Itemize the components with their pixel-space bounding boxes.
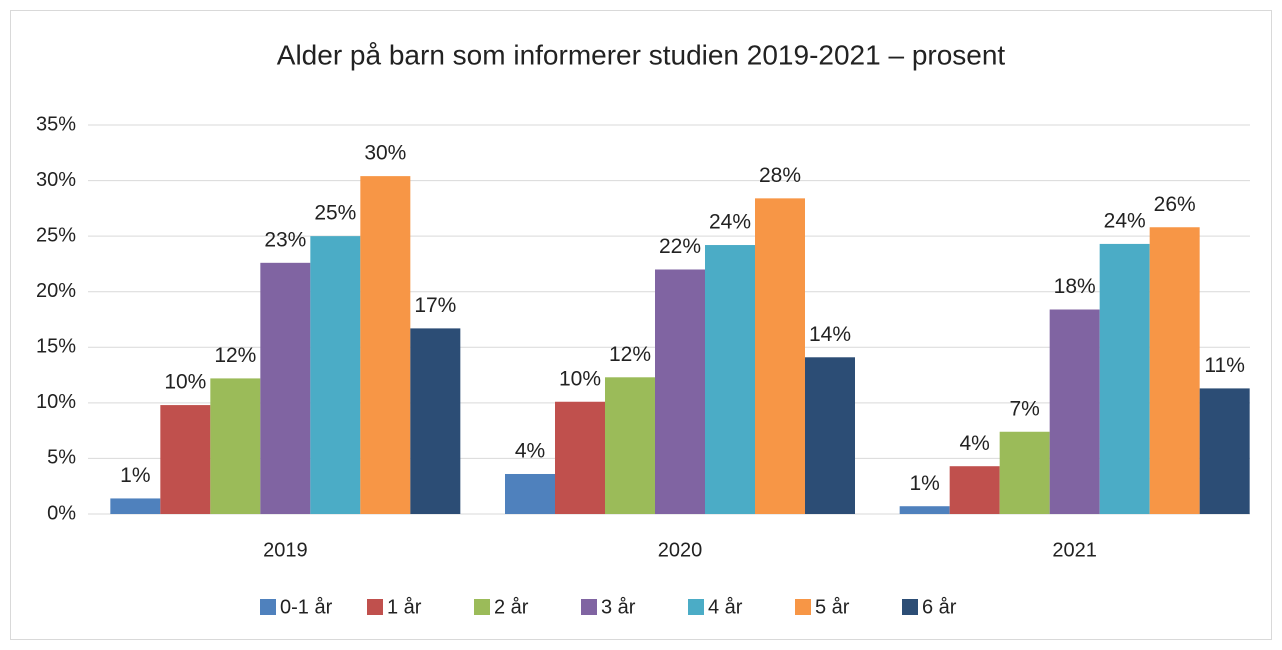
x-tick-label: 2021 [1052,539,1097,561]
data-label: 12% [609,343,651,366]
bar [505,473,555,514]
legend-label: 0-1 år [280,596,333,618]
legend-swatch [795,599,811,615]
bar [1149,227,1200,514]
legend-swatch [581,599,597,615]
data-label: 7% [1009,397,1039,420]
data-label: 10% [559,367,601,390]
bar [260,262,311,514]
x-tick-label: 2020 [658,539,703,561]
x-tick-label: 2019 [263,539,308,561]
bar [410,328,461,514]
bar [210,378,261,514]
data-label: 11% [1204,354,1244,377]
bar [999,431,1050,514]
data-label: 18% [1054,275,1096,298]
y-tick-label: 5% [47,447,76,469]
bar [949,466,1000,514]
bar [110,498,161,514]
data-label: 4% [515,440,545,463]
legend-label: 6 år [922,596,957,618]
bar [1099,243,1150,514]
legend-label: 4 år [708,596,743,618]
y-tick-label: 30% [36,169,76,191]
legend-swatch [688,599,704,615]
data-label: 30% [364,142,406,165]
bar [605,377,655,514]
legend-swatch [367,599,383,615]
bar [899,506,950,514]
legend-swatch [260,599,276,615]
bar [755,198,805,514]
legend-label: 5 år [815,596,850,618]
bar [705,245,755,514]
bar [655,269,705,514]
data-label: 28% [759,164,801,187]
y-tick-label: 0% [47,502,76,524]
data-label: 14% [809,323,851,346]
data-label: 17% [414,294,456,317]
legend-label: 3 år [601,596,636,618]
chart-title: Alder på barn som informerer studien 201… [277,39,1006,70]
legend-label: 1 år [387,596,422,618]
data-label: 4% [959,432,989,455]
data-label: 12% [214,344,256,367]
y-tick-label: 35% [36,113,76,135]
legend-label: 2 år [494,596,529,618]
bar [555,401,605,514]
bar [160,405,211,514]
legend-swatch [902,599,918,615]
bar [310,236,361,514]
y-tick-label: 10% [36,391,76,413]
bar [805,357,855,514]
data-label: 22% [659,235,701,258]
data-label: 24% [709,211,751,234]
bar [1049,309,1100,514]
bar [360,176,411,514]
data-label: 25% [314,202,356,225]
bar [1199,388,1250,514]
data-label: 1% [120,464,150,487]
data-label: 10% [164,371,206,394]
legend-swatch [474,599,490,615]
y-tick-label: 25% [36,224,76,246]
data-label: 24% [1104,209,1146,232]
data-label: 26% [1154,193,1196,216]
y-tick-label: 20% [36,280,76,302]
y-tick-label: 15% [36,336,76,358]
data-label: 1% [909,472,939,495]
data-label: 23% [264,228,306,251]
